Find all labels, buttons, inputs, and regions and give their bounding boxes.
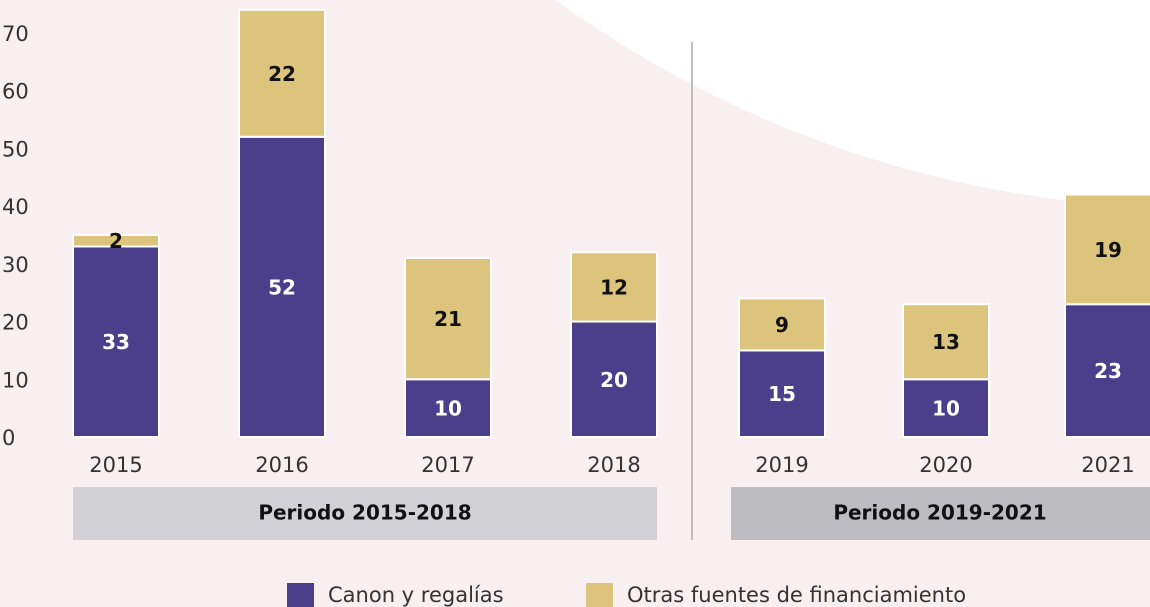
bar-segment bbox=[72, 233, 160, 248]
y-tick-label: 0 bbox=[2, 426, 15, 450]
value-label: 21 bbox=[434, 307, 462, 331]
value-label: 10 bbox=[932, 397, 960, 421]
value-label: 2 bbox=[109, 229, 123, 253]
period-label: Periodo 2015-2018 bbox=[258, 501, 471, 525]
x-tick-label: 2019 bbox=[755, 453, 808, 477]
period-box bbox=[731, 487, 1150, 540]
bar-segment bbox=[72, 245, 160, 438]
value-label: 13 bbox=[932, 330, 960, 354]
value-label: 52 bbox=[268, 275, 296, 299]
value-label: 33 bbox=[102, 330, 130, 354]
value-label: 20 bbox=[600, 368, 628, 392]
bar-segment bbox=[570, 251, 658, 323]
value-label: 12 bbox=[600, 275, 628, 299]
y-tick-label: 40 bbox=[2, 195, 29, 219]
bar-segment bbox=[902, 303, 990, 381]
background-curve bbox=[555, 0, 1150, 208]
bar-segment bbox=[570, 320, 658, 438]
value-label: 22 bbox=[268, 62, 296, 86]
y-tick-label: 60 bbox=[2, 80, 29, 104]
bar-segment bbox=[238, 135, 326, 439]
period-label: Periodo 2019-2021 bbox=[833, 501, 1046, 525]
y-tick-label: 10 bbox=[2, 368, 29, 392]
legend-label: Canon y regalías bbox=[328, 583, 504, 607]
bar-segment bbox=[1064, 193, 1150, 306]
bar-segment bbox=[738, 297, 826, 352]
value-label: 19 bbox=[1094, 238, 1122, 262]
x-tick-label: 2020 bbox=[919, 453, 972, 477]
legend-swatch bbox=[586, 583, 613, 607]
bar-segment bbox=[404, 378, 492, 438]
legend-swatch bbox=[287, 583, 314, 607]
y-tick-label: 20 bbox=[2, 311, 29, 335]
y-tick-label: 70 bbox=[2, 22, 29, 46]
value-label: 9 bbox=[775, 313, 789, 337]
bar-segment bbox=[404, 257, 492, 381]
x-tick-label: 2015 bbox=[89, 453, 142, 477]
value-label: 10 bbox=[434, 397, 462, 421]
bar-segment bbox=[738, 349, 826, 438]
legend-label: Otras fuentes de financiamiento bbox=[627, 583, 966, 607]
x-tick-label: 2017 bbox=[421, 453, 474, 477]
value-label: 15 bbox=[768, 382, 796, 406]
bar-segment bbox=[238, 8, 326, 138]
x-tick-label: 2016 bbox=[255, 453, 308, 477]
period-box bbox=[73, 487, 657, 540]
x-tick-label: 2018 bbox=[587, 453, 640, 477]
x-tick-label: 2021 bbox=[1081, 453, 1134, 477]
bar-segment bbox=[902, 378, 990, 438]
y-tick-label: 50 bbox=[2, 137, 29, 161]
y-tick-label: 30 bbox=[2, 253, 29, 277]
value-label: 23 bbox=[1094, 359, 1122, 383]
